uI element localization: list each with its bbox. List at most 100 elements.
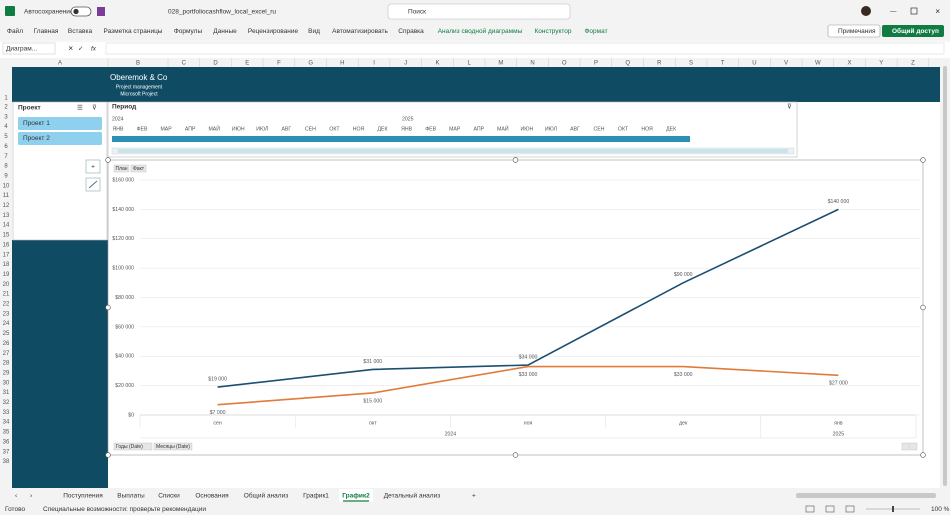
add-sheet[interactable]: + [472, 493, 476, 500]
timeline-month[interactable]: ФЕВ [425, 126, 436, 132]
chart-area[interactable] [107, 159, 924, 456]
field-button[interactable] [130, 164, 147, 173]
row-header: 7 [4, 154, 8, 160]
resize-handle[interactable] [920, 157, 926, 163]
zoom-thumb[interactable] [892, 506, 894, 512]
slicer-item[interactable] [18, 117, 102, 130]
page-break-view[interactable] [845, 505, 855, 513]
resize-handle[interactable] [512, 452, 519, 458]
cancel-icon[interactable]: ✕ [68, 46, 73, 53]
search-box[interactable] [387, 3, 571, 20]
timeline-month[interactable]: ЯНВ [113, 126, 124, 132]
slicer-item[interactable] [18, 132, 102, 145]
ribbon-tab[interactable]: Вставка [68, 28, 93, 35]
sheet-tab[interactable]: Выплаты [117, 493, 145, 500]
resize-handle[interactable] [920, 452, 926, 458]
timeline-month[interactable]: НОЯ [641, 126, 653, 132]
scroll-thumb[interactable] [118, 149, 788, 153]
prev-sheet[interactable]: ‹ [15, 493, 17, 500]
ribbon-tab[interactable]: Рецензирование [248, 28, 299, 35]
restore[interactable] [910, 7, 918, 15]
timeline-month[interactable]: МАЙ [497, 124, 509, 132]
ribbon-tab[interactable]: Вид [308, 28, 320, 35]
name-box[interactable] [2, 42, 56, 55]
sheet-tab[interactable]: График2 [342, 493, 370, 500]
timeline-month[interactable]: ИЮЛ [256, 126, 268, 132]
name-box-text: Диаграм... [6, 46, 37, 53]
ribbon-tab[interactable]: Формулы [174, 28, 203, 35]
ribbon [0, 23, 950, 40]
sheet-tab[interactable]: Детальный анализ [384, 492, 440, 500]
ribbon-tab[interactable]: Автоматизировать [332, 28, 388, 35]
timeline-month[interactable]: АВГ [570, 126, 580, 132]
multi-select-icon[interactable]: ☰ [77, 105, 83, 112]
timeline-month[interactable]: ОКТ [618, 126, 629, 132]
ribbon-tab[interactable]: Анализ сводной диаграммы [438, 27, 523, 35]
status-accessibility[interactable]: Специальные возможности: проверьте реком… [43, 506, 206, 513]
ribbon-tab[interactable]: Разметка страницы [104, 28, 163, 35]
resize-handle[interactable] [105, 157, 111, 163]
resize-handle[interactable] [920, 304, 926, 311]
timeline-month[interactable]: СЕН [594, 126, 605, 132]
collapse-button[interactable] [909, 442, 918, 451]
ribbon-tab[interactable]: Формат [584, 28, 607, 35]
timeline-month[interactable]: ИЮЛ [545, 126, 557, 132]
share-button[interactable] [882, 25, 944, 37]
ribbon-tab[interactable]: Данные [213, 28, 237, 35]
sheet-tab[interactable]: Основания [195, 493, 229, 500]
save-icon[interactable] [97, 7, 105, 16]
vscroll-thumb[interactable] [943, 66, 947, 486]
timeline-month[interactable]: МАР [160, 126, 172, 132]
resize-handle[interactable] [512, 157, 519, 163]
comments-button[interactable] [827, 24, 881, 38]
timeline-month[interactable]: ДЕК [666, 126, 676, 132]
hscroll-thumb[interactable] [796, 493, 936, 498]
timeline-filter-icon[interactable]: ⊽ [787, 103, 792, 111]
timeline-month[interactable]: СЕН [305, 126, 316, 132]
timeline-month[interactable]: АВГ [281, 126, 291, 132]
sheet-tab[interactable]: Поступления [63, 493, 103, 500]
timeline-month[interactable]: ИЮН [520, 126, 533, 132]
normal-view[interactable] [805, 505, 815, 513]
timeline-month[interactable]: ОКТ [329, 126, 340, 132]
expand-button[interactable] [901, 442, 910, 451]
ribbon-tab[interactable]: Конструктор [534, 28, 571, 35]
axis-field-button[interactable] [113, 442, 153, 451]
y-tick-label: $0 [128, 412, 134, 418]
ribbon-tab[interactable]: Главная [34, 28, 59, 35]
clear-filter-icon[interactable]: ⊽ [92, 104, 97, 112]
timeline-month[interactable]: ДЕК [378, 126, 388, 132]
timeline-month[interactable]: ФЕВ [137, 126, 148, 132]
close[interactable]: ✕ [935, 9, 940, 16]
column-header: Y [879, 61, 883, 67]
field-button[interactable] [113, 164, 130, 173]
slicer-item-label: Проект 2 [23, 135, 50, 142]
timeline-month[interactable]: АПР [473, 126, 484, 132]
next-sheet[interactable]: › [30, 493, 32, 500]
timeline-month[interactable]: ЯНВ [401, 126, 412, 132]
formula-input[interactable] [105, 42, 945, 55]
add-icon[interactable] [85, 159, 101, 174]
page-layout-view[interactable] [825, 505, 835, 513]
timeline-month[interactable]: АПР [185, 126, 196, 132]
row-header: 3 [4, 114, 8, 120]
timeline-month[interactable]: ИЮН [232, 126, 245, 132]
resize-handle[interactable] [105, 452, 111, 458]
timeline-month[interactable]: МАЙ [208, 124, 220, 132]
timeline-month[interactable]: НОЯ [353, 126, 365, 132]
sheet-tab[interactable]: Общий анализ [244, 492, 288, 500]
row-header: 30 [3, 380, 10, 386]
enter-icon[interactable]: ✓ [78, 46, 83, 53]
fx-button[interactable]: fx [91, 46, 97, 53]
field-button-label: План [115, 166, 127, 172]
timeline-month[interactable]: МАР [449, 126, 461, 132]
sheet-tab[interactable]: График1 [303, 493, 329, 500]
minimize[interactable]: — [890, 9, 897, 16]
sheet-tab[interactable]: Списки [158, 493, 180, 500]
ribbon-tab[interactable]: Справка [398, 28, 424, 35]
resize-handle[interactable] [105, 304, 111, 311]
avatar[interactable] [861, 6, 871, 16]
ribbon-tab[interactable]: Файл [7, 27, 23, 35]
axis-field-button[interactable] [153, 442, 193, 451]
timeline-selection[interactable] [112, 136, 690, 142]
